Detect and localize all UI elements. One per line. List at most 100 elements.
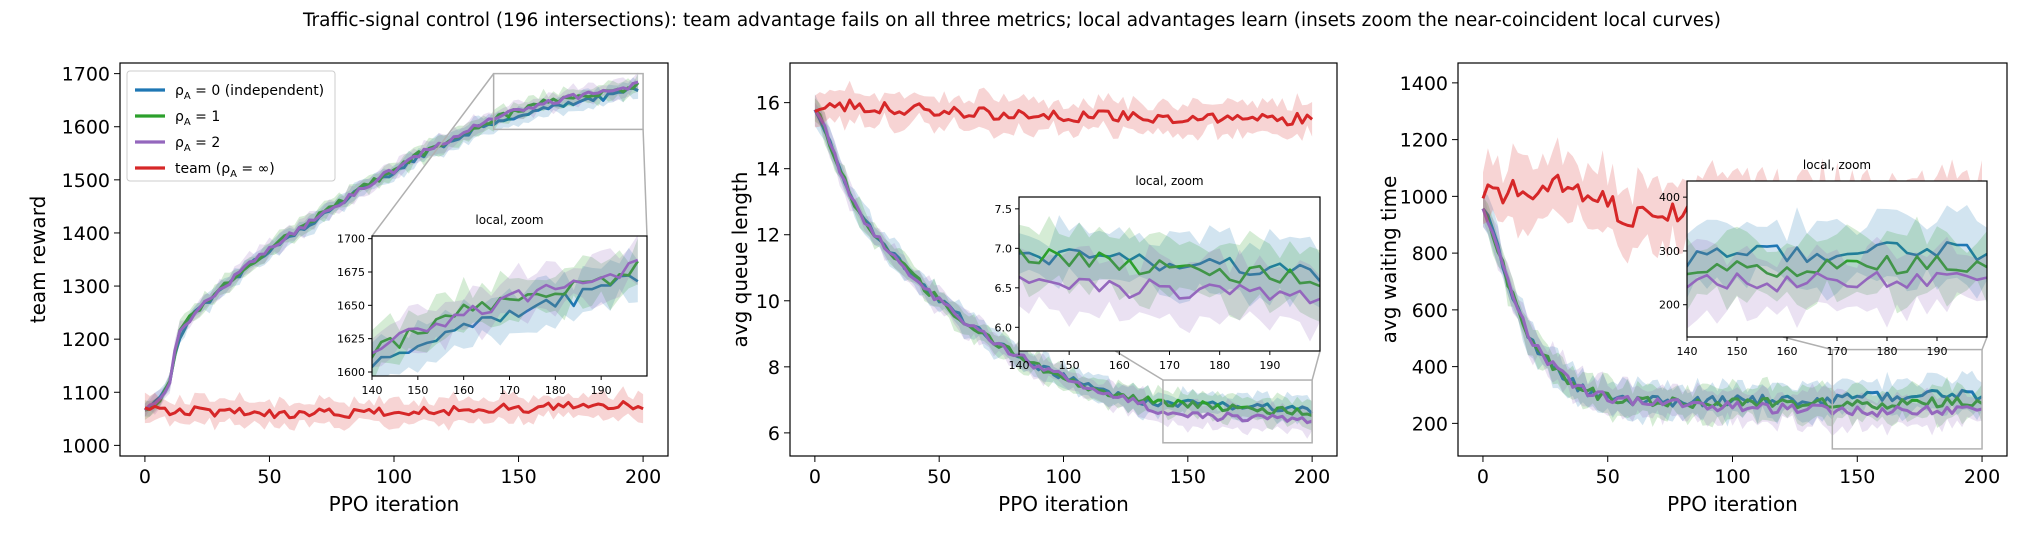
- inset-x-tick-label: 180: [1209, 359, 1230, 372]
- x-axis-label: PPO iteration: [1667, 492, 1798, 516]
- legend-suffix: = 0 (independent): [191, 83, 324, 99]
- series-independent: [372, 247, 639, 376]
- inset-title: local, zoom: [1135, 174, 1203, 188]
- zoom-connector: [642, 129, 648, 237]
- y-tick-label: 16: [756, 93, 780, 115]
- x-axis-label: PPO iteration: [998, 492, 1129, 516]
- band-rho2: [814, 102, 1313, 439]
- inset-x-tick-label: 190: [1927, 345, 1948, 358]
- band-rho1: [372, 238, 638, 376]
- panel-2: 0 50 100 150 200 6 8 10 12 14 16 PPO iteration avg q…: [728, 62, 1338, 516]
- legend-label-team: team (ρA = ∞): [175, 161, 275, 180]
- inset-x-tick-label: 150: [1059, 359, 1080, 372]
- legend-prefix: ρ: [175, 83, 184, 99]
- inset-background: [372, 236, 647, 376]
- y-tick-label: 1000: [1400, 186, 1448, 208]
- x-tick-label: 50: [927, 466, 951, 488]
- inset-x-tick-label: 150: [407, 384, 428, 397]
- line-rho2: [372, 258, 639, 355]
- inset-x-tick-label: 190: [1259, 359, 1280, 372]
- line-rho1: [1019, 248, 1320, 288]
- y-tick-label: 6: [768, 423, 780, 445]
- band-independent: [1483, 191, 1982, 427]
- legend-label-rho2: ρA = 2: [175, 135, 220, 154]
- line-independent: [372, 274, 639, 369]
- x-tick-label: 150: [1170, 466, 1206, 488]
- legend-suffix: = 2: [191, 135, 221, 151]
- inset-background: [1019, 197, 1320, 351]
- x-tick-label: 150: [1839, 466, 1875, 488]
- inset-y-tick-label: 300: [1659, 245, 1680, 258]
- y-tick-label: 1200: [62, 329, 110, 351]
- y-tick-label: 14: [756, 159, 780, 181]
- series-rho1: [1019, 216, 1320, 322]
- y-tick-label: 1700: [62, 64, 110, 86]
- x-tick-label: 100: [376, 466, 412, 488]
- x-tick-label: 50: [257, 466, 281, 488]
- band-independent: [1019, 215, 1320, 308]
- line-independent: [1687, 241, 1987, 268]
- x-axis-label: PPO iteration: [329, 492, 460, 516]
- inset-background: [1687, 181, 1987, 337]
- legend-prefix: team (ρ: [175, 161, 230, 177]
- legend-label-rho1: ρA = 1: [175, 109, 220, 128]
- zoom-inset: 140 150 160 170 180 190 1600 1625 1650 1675 1700 lo…: [337, 213, 648, 397]
- band-team: [814, 80, 1313, 141]
- inset-x-tick-label: 140: [1009, 359, 1030, 372]
- line-independent: [1019, 248, 1320, 282]
- y-tick-label: 1500: [62, 170, 110, 192]
- inset-x-tick-label: 140: [362, 384, 383, 397]
- x-tick-label: 0: [1477, 466, 1489, 488]
- x-tick-label: 200: [625, 466, 661, 488]
- line-rho2: [1687, 270, 1987, 293]
- inset-x-tick-label: 180: [1877, 345, 1898, 358]
- band-rho1: [1687, 216, 1987, 314]
- line-rho1: [1481, 208, 1983, 411]
- y-tick-label: 1300: [62, 276, 110, 298]
- line-rho2: [813, 108, 1313, 425]
- line-team: [144, 400, 644, 420]
- band-rho2: [1019, 244, 1320, 342]
- x-tick-label: 100: [1045, 466, 1081, 488]
- legend-sub: A: [184, 143, 191, 154]
- zoom-connector: [1311, 350, 1321, 381]
- inset-x-tick-label: 190: [591, 384, 612, 397]
- legend-sub: A: [230, 169, 237, 180]
- inset-y-tick-label: 1675: [337, 266, 365, 279]
- y-tick-label: 1600: [62, 117, 110, 139]
- y-tick-label: 10: [756, 291, 780, 313]
- series-team: [814, 80, 1314, 141]
- inset-y-tick-label: 400: [1659, 191, 1680, 204]
- series-rho1: [1481, 196, 1983, 428]
- legend-suffix: = ∞): [237, 161, 275, 177]
- legend-frame: [126, 70, 336, 182]
- inset-x-tick-label: 170: [1827, 345, 1848, 358]
- band-team: [144, 386, 644, 431]
- inset-y-tick-label: 7.0: [995, 242, 1013, 255]
- y-tick-label: 1400: [62, 223, 110, 245]
- legend-suffix: = 1: [191, 109, 221, 125]
- x-tick-label: 0: [139, 466, 151, 488]
- panels: 0 50 100 150 2001000110012001300140015001600…: [26, 62, 2008, 516]
- zoom-connector: [1782, 336, 1833, 351]
- zoom-inset: 140 150 160 170 180 190 6.0 6.5 7.0 7.5 local, zoo…: [995, 174, 1321, 372]
- inset-x-tick-label: 180: [545, 384, 566, 397]
- inset-title: local, zoom: [1803, 158, 1871, 172]
- legend-sub: A: [184, 117, 191, 128]
- inset-x-tick-label: 160: [453, 384, 474, 397]
- inset-y-tick-label: 6.5: [995, 282, 1013, 295]
- inset-y-tick-label: 1700: [337, 233, 365, 246]
- line-rho2: [1019, 275, 1320, 305]
- band-independent: [372, 247, 638, 376]
- zoom-connector: [1981, 336, 1988, 350]
- y-tick-label: 1000: [62, 435, 110, 457]
- band-rho1: [1483, 196, 1982, 428]
- legend-label-independent: ρA = 0 (independent): [175, 83, 324, 102]
- inset-x-tick-label: 160: [1777, 345, 1798, 358]
- band-rho2: [372, 236, 638, 368]
- inset-x-tick-label: 140: [1677, 345, 1698, 358]
- x-tick-label: 0: [809, 466, 821, 488]
- series-rho2: [372, 236, 639, 368]
- figure-title: Traffic-signal control (196 intersection…: [302, 10, 1721, 31]
